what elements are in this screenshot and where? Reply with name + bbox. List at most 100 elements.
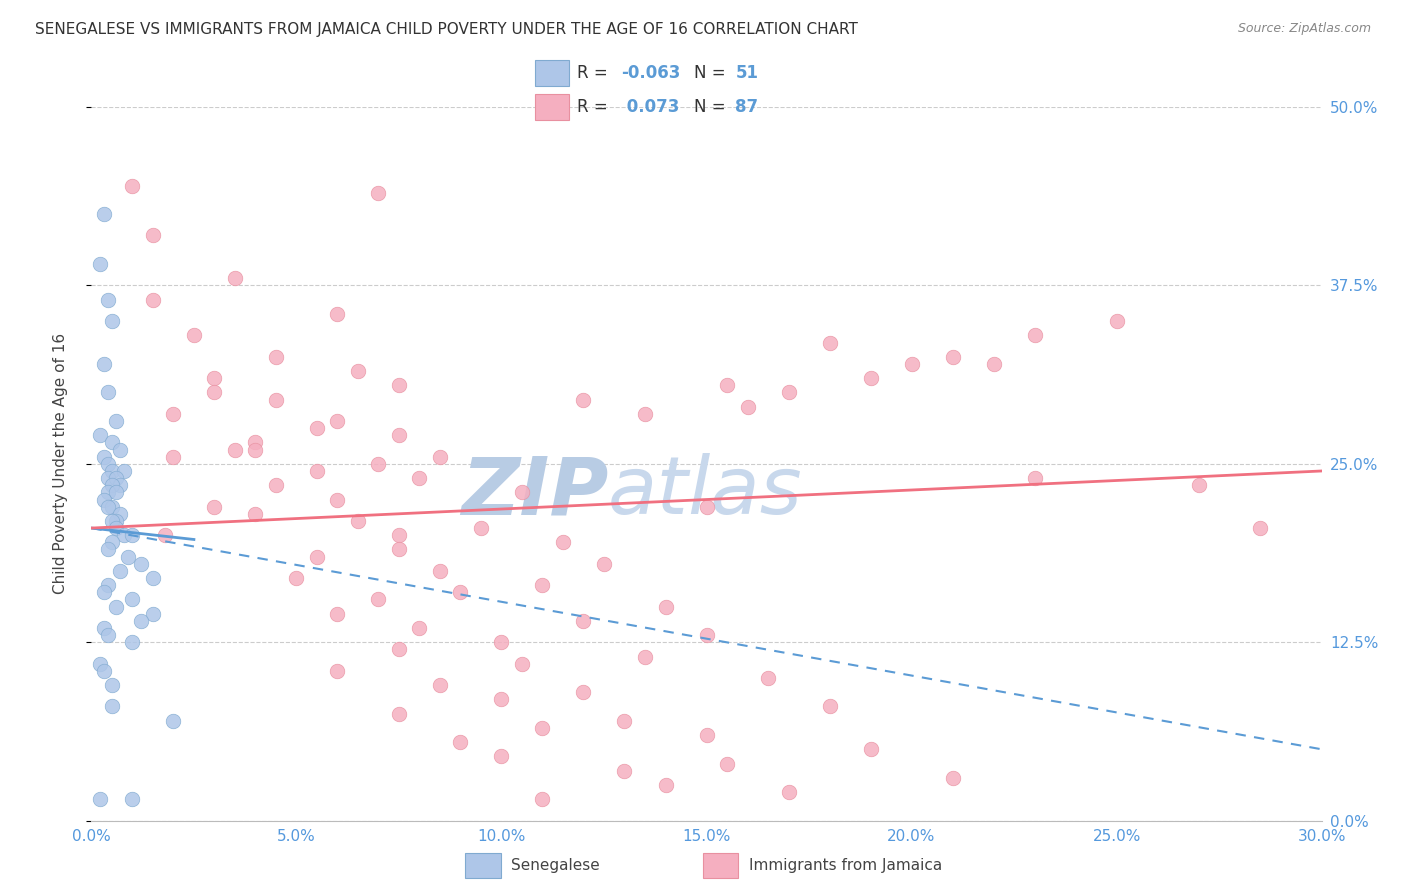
Point [112, 528, 135, 542]
Point [245, 435, 267, 450]
Point [97, 293, 120, 307]
Point [491, 635, 513, 649]
Point [695, 628, 717, 642]
Point [129, 614, 152, 628]
Text: Senegalese: Senegalese [510, 858, 599, 872]
Point [121, 178, 143, 193]
Point [900, 357, 922, 371]
Point [93, 621, 115, 635]
Point [429, 678, 451, 692]
Point [245, 507, 267, 521]
Point [101, 464, 124, 478]
Bar [536, 95, 569, 120]
Point [93, 585, 115, 599]
Point [551, 535, 574, 549]
Point [89, 657, 111, 671]
Text: N =: N = [693, 64, 725, 82]
Point [1024, 471, 1046, 485]
Point [778, 385, 800, 400]
Point [105, 514, 127, 528]
Point [285, 571, 308, 585]
Point [101, 514, 124, 528]
Text: SENEGALESE VS IMMIGRANTS FROM JAMAICA CHILD POVERTY UNDER THE AGE OF 16 CORRELAT: SENEGALESE VS IMMIGRANTS FROM JAMAICA CH… [35, 22, 858, 37]
Point [367, 457, 389, 471]
Point [531, 792, 554, 806]
Point [408, 621, 430, 635]
Text: 87: 87 [735, 98, 758, 116]
Point [326, 664, 349, 678]
Point [367, 592, 389, 607]
Point [224, 271, 246, 285]
Point [695, 728, 717, 742]
Point [93, 357, 115, 371]
Point [449, 585, 471, 599]
Point [388, 528, 411, 542]
Point [264, 392, 287, 407]
Point [429, 450, 451, 464]
Point [326, 307, 349, 321]
Point [613, 714, 636, 728]
Point [388, 642, 411, 657]
Point [224, 442, 246, 457]
Point [101, 678, 124, 692]
Point [97, 542, 120, 557]
Text: -0.063: -0.063 [621, 64, 681, 82]
Point [572, 392, 595, 407]
Point [89, 428, 111, 442]
Point [112, 464, 135, 478]
Point [1105, 314, 1128, 328]
Point [491, 749, 513, 764]
Point [716, 378, 738, 392]
Point [105, 485, 127, 500]
Point [388, 542, 411, 557]
Point [89, 257, 111, 271]
Point [347, 514, 370, 528]
Point [108, 507, 131, 521]
Point [983, 357, 1005, 371]
Point [108, 478, 131, 492]
Text: R =: R = [576, 98, 607, 116]
Point [778, 785, 800, 799]
Point [859, 371, 882, 385]
Point [264, 478, 287, 492]
Point [654, 778, 676, 792]
Text: 51: 51 [735, 64, 758, 82]
Point [634, 649, 657, 664]
Point [117, 549, 139, 564]
Point [129, 557, 152, 571]
Point [142, 228, 165, 243]
Point [97, 385, 120, 400]
Point [93, 664, 115, 678]
Point [162, 407, 184, 421]
Point [101, 699, 124, 714]
Point [1024, 328, 1046, 343]
Point [654, 599, 676, 614]
Point [510, 485, 533, 500]
Point [97, 485, 120, 500]
Point [202, 500, 225, 514]
Point [142, 607, 165, 621]
Bar [703, 853, 738, 878]
Point [367, 186, 389, 200]
Point [97, 500, 120, 514]
Point [101, 435, 124, 450]
Text: 0.073: 0.073 [621, 98, 679, 116]
Point [491, 692, 513, 706]
Point [121, 592, 143, 607]
Point [1249, 521, 1271, 535]
Point [89, 792, 111, 806]
Point [429, 564, 451, 578]
Point [97, 457, 120, 471]
Point [93, 450, 115, 464]
Point [449, 735, 471, 749]
Point [305, 464, 328, 478]
Bar [536, 61, 569, 87]
Point [326, 492, 349, 507]
Point [572, 685, 595, 699]
Text: Immigrants from Jamaica: Immigrants from Jamaica [748, 858, 942, 872]
Point [97, 628, 120, 642]
Point [105, 599, 127, 614]
Point [93, 492, 115, 507]
Point [162, 450, 184, 464]
Point [264, 350, 287, 364]
